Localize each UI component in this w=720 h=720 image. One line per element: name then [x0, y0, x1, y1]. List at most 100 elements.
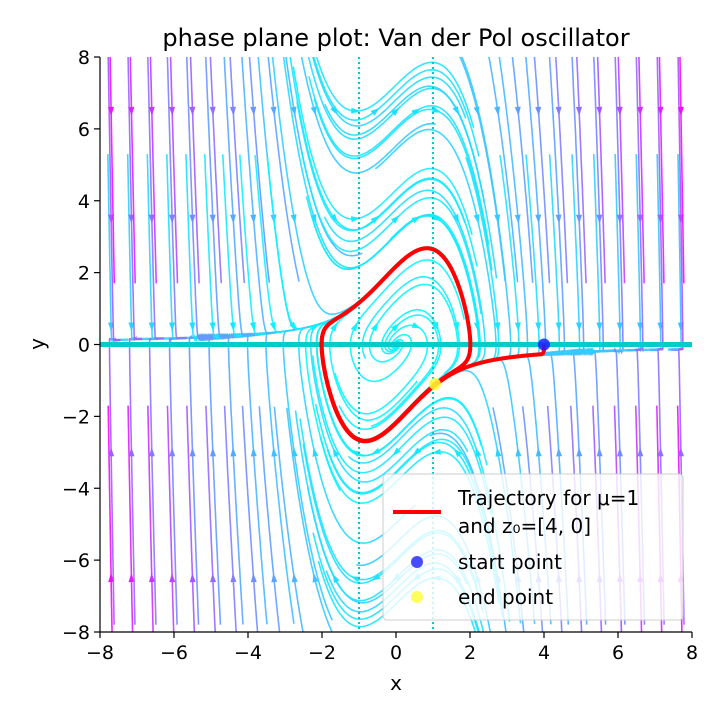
- streamline-arrow: [494, 322, 501, 332]
- legend-trajectory-label-line2: and z₀=[4, 0]: [458, 514, 591, 538]
- streamline: [241, 405, 259, 632]
- streamline-arrow: [576, 447, 583, 457]
- streamline: [273, 406, 304, 632]
- streamline-arrow: [249, 322, 256, 332]
- streamline: [334, 324, 429, 415]
- streamline: [300, 57, 436, 174]
- streamline: [127, 405, 134, 632]
- streamline-arrow: [290, 214, 297, 224]
- x-tick-label: 6: [612, 642, 624, 664]
- x-ticks: −8 −6 −4 −2 0 2 4 6 8: [86, 632, 698, 664]
- legend-box: [382, 473, 684, 621]
- legend-end-swatch: [411, 591, 423, 603]
- streamline-arrow: [310, 106, 317, 116]
- streamline-arrow: [189, 106, 196, 116]
- streamline-arrow: [535, 214, 542, 224]
- streamline-arrow: [370, 107, 380, 116]
- streamline: [511, 57, 534, 283]
- streamline-arrow: [535, 447, 542, 457]
- y-tick-label: 6: [78, 119, 90, 141]
- trajectory-line: [319, 246, 546, 444]
- streamline: [205, 405, 217, 632]
- streamline-arrow: [391, 215, 400, 224]
- streamline-arrow: [411, 108, 421, 116]
- streamline-arrow: [189, 214, 196, 224]
- streamline-arrow: [515, 447, 522, 457]
- x-tick-label: −8: [86, 642, 114, 664]
- streamline: [203, 154, 324, 341]
- legend-start-swatch: [411, 556, 423, 568]
- streamline: [544, 57, 566, 357]
- streamline: [569, 57, 585, 356]
- streamline-arrow: [555, 322, 562, 332]
- streamline-arrow: [453, 448, 462, 458]
- streamline-arrow: [271, 447, 278, 457]
- streamline: [617, 57, 626, 284]
- streamline: [596, 57, 606, 284]
- streamline-arrow: [473, 214, 480, 224]
- streamline: [169, 57, 179, 284]
- streamline-arrow: [596, 106, 603, 116]
- streamline-arrow: [411, 322, 421, 329]
- streamline-arrow: [312, 447, 319, 457]
- streamline-arrow: [230, 447, 237, 457]
- plot-area: [100, 57, 692, 632]
- streamline-arrow: [637, 447, 644, 457]
- streamline-arrow: [432, 321, 439, 332]
- streamline-arrow: [391, 107, 400, 116]
- streamline-arrow: [473, 322, 480, 332]
- streamline-arrow: [452, 105, 460, 116]
- chart-title: phase plane plot: Van der Pol oscillator: [162, 24, 629, 52]
- streamline: [254, 155, 420, 334]
- streamline-arrow: [453, 322, 460, 332]
- streamline-arrow: [657, 106, 664, 116]
- x-tick-label: 4: [538, 642, 550, 664]
- streamline-arrow: [148, 447, 155, 457]
- streamline: [289, 57, 466, 231]
- x-tick-label: −4: [234, 642, 262, 664]
- streamline-arrow: [575, 106, 582, 116]
- streamline-arrow: [271, 573, 278, 583]
- streamline-arrow: [128, 106, 135, 116]
- streamline-arrow: [616, 106, 623, 116]
- streamlines: [107, 57, 685, 632]
- streamline-arrow: [312, 573, 319, 583]
- streamline-arrow: [250, 447, 257, 457]
- streamline-arrow: [494, 106, 501, 116]
- streamline-arrow: [250, 214, 257, 224]
- streamline-arrow: [370, 215, 380, 224]
- streamline: [147, 405, 154, 632]
- streamline: [189, 57, 200, 284]
- y-tick-label: 4: [78, 191, 90, 213]
- streamline-arrow: [535, 322, 542, 332]
- y-tick-label: 2: [78, 263, 90, 285]
- streamline-arrow: [128, 573, 135, 583]
- legend: Trajectory for μ=1 and z₀=[4, 0] start p…: [382, 473, 684, 621]
- streamline: [292, 66, 473, 236]
- streamline-arrow: [330, 213, 339, 223]
- streamline-arrow: [514, 322, 521, 332]
- streamline: [107, 405, 113, 632]
- streamline-arrow: [637, 322, 644, 332]
- x-tick-label: −6: [160, 642, 188, 664]
- streamline: [209, 57, 223, 284]
- streamline-arrow: [616, 322, 623, 332]
- streamline: [149, 57, 157, 284]
- streamline: [368, 283, 459, 375]
- streamline-arrow: [616, 214, 623, 224]
- streamline: [638, 57, 645, 284]
- streamline: [488, 57, 519, 283]
- y-axis-label: y: [25, 338, 49, 350]
- streamline-arrow: [330, 105, 338, 116]
- streamline-arrow: [108, 447, 115, 457]
- streamline: [307, 57, 486, 202]
- streamline-arrow: [475, 447, 482, 458]
- streamline-arrow: [514, 106, 521, 116]
- streamline: [258, 406, 281, 632]
- streamline-arrow: [494, 214, 501, 224]
- streamline-arrow: [269, 321, 276, 332]
- streamline-arrow: [514, 214, 521, 224]
- streamline: [186, 405, 196, 632]
- y-ticks: −8 −6 −4 −2 0 2 4 6 8: [62, 47, 100, 644]
